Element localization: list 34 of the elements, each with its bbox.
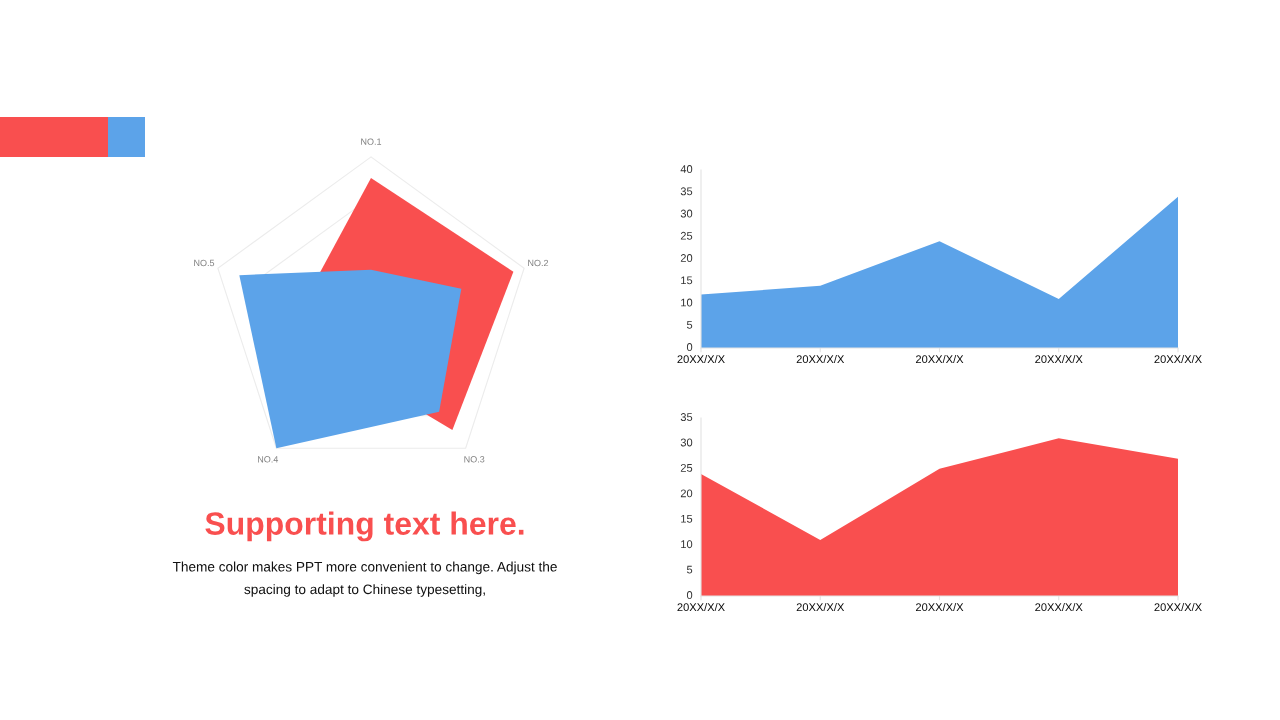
- x-tick-label: 20XX/X/X: [915, 354, 964, 364]
- x-tick-label: 20XX/X/X: [796, 354, 845, 364]
- y-tick-label: 35: [680, 413, 693, 421]
- spoke-label: NO.2: [528, 259, 549, 267]
- y-tick-label: 35: [680, 187, 693, 196]
- x-tick-label: 20XX/X/X: [915, 602, 964, 612]
- y-tick-label: 15: [681, 276, 693, 285]
- y-tick-label: 40: [680, 165, 693, 173]
- y-tick-label: 5: [686, 565, 693, 574]
- y-tick-label: 25: [680, 231, 693, 240]
- spoke-label: NO.4: [258, 456, 279, 463]
- y-tick-label: 30: [680, 438, 693, 447]
- y-tick-label: 0: [686, 591, 693, 599]
- y-tick-label: 10: [681, 540, 693, 549]
- y-tick-label: 10: [681, 298, 693, 307]
- text: Supporting text here.: [205, 511, 524, 542]
- spoke-label: NO.3: [464, 456, 485, 463]
- y-tick-label: 20: [680, 489, 693, 498]
- y-tick-label: 25: [680, 463, 693, 472]
- x-tick-label: 20XX/X/X: [1154, 354, 1202, 364]
- x-tick-label: 20XX/X/X: [1035, 354, 1083, 364]
- x-tick-label: 20XX/X/X: [677, 354, 725, 364]
- x-tick-label: 20XX/X/X: [677, 602, 725, 612]
- y-tick-label: 20: [680, 254, 693, 262]
- x-tick-label: 20XX/X/X: [1035, 602, 1083, 612]
- y-tick-label: 15: [681, 514, 693, 523]
- y-tick-label: 0: [686, 343, 693, 351]
- text: Theme color makes PPT more convenient to change. Adjust the spacing to adapt to Chinese typesetting,: [172, 561, 557, 597]
- x-tick-label: 20XX/X/X: [1154, 602, 1202, 612]
- spoke-label: NO.5: [194, 259, 215, 267]
- y-tick-label: 30: [680, 209, 693, 218]
- spoke-label: NO.1: [361, 138, 382, 145]
- x-tick-label: 20XX/X/X: [796, 602, 845, 612]
- y-tick-label: 5: [686, 320, 693, 329]
